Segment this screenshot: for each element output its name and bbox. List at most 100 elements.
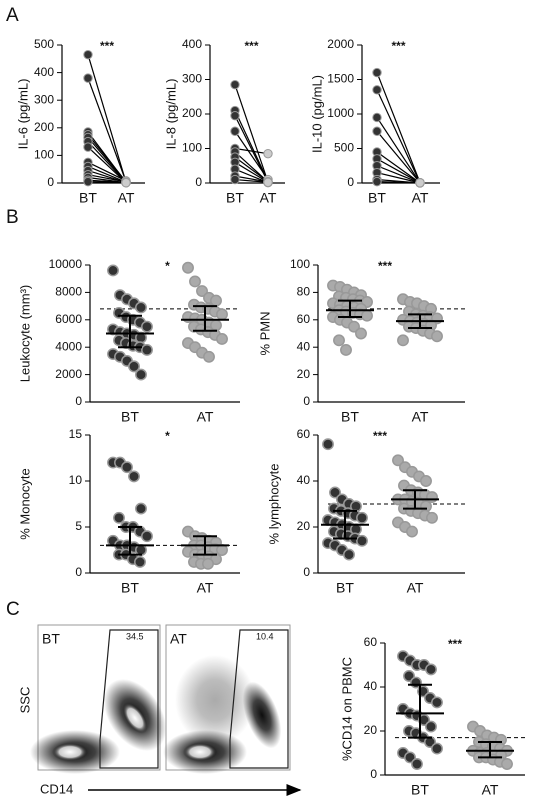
y-axis-label: % lymphocyte (266, 464, 281, 545)
y-tick-label: 0 (370, 767, 377, 781)
dot (141, 343, 153, 356)
y-tick-label: 400 (34, 65, 54, 79)
dot (196, 285, 208, 297)
x-tick-label: BT (368, 190, 386, 206)
x-tick-label: BT (121, 409, 139, 425)
pair-line (234, 175, 269, 183)
y-tick-label: 1500 (327, 72, 354, 86)
x-tick-label: BT (411, 782, 429, 798)
x-tick-label: AT (260, 190, 277, 206)
pair-line (234, 130, 269, 180)
pair-line (376, 117, 421, 184)
dot (83, 73, 93, 83)
x-tick-label: AT (197, 409, 214, 425)
dot (230, 174, 240, 185)
dot (431, 696, 443, 709)
pair-line (376, 130, 421, 184)
flow-label: AT (170, 631, 187, 647)
dot (263, 148, 273, 159)
dot (348, 320, 360, 333)
dot (361, 309, 373, 322)
y-tick-label: 20 (297, 519, 311, 533)
dot (372, 176, 382, 187)
dot (501, 758, 513, 770)
flow-density (183, 743, 217, 761)
y-axis-label: IL-10 (pg/mL) (309, 75, 324, 153)
y-tick-label: 40 (364, 679, 378, 693)
flow-density (52, 743, 88, 761)
flow-y-label: SSC (17, 687, 32, 714)
dot (203, 350, 215, 363)
y-tick-label: 2000 (55, 367, 82, 381)
dot (329, 486, 341, 499)
pair-line (234, 110, 269, 182)
significance: *** (100, 39, 114, 53)
dot (128, 360, 140, 373)
panel-label: B (6, 207, 19, 228)
y-tick-label: 1000 (327, 106, 354, 120)
y-tick-label: 0 (195, 175, 202, 189)
pair-line (376, 151, 421, 184)
dot (230, 111, 240, 121)
y-axis-label: % Monocyte (17, 468, 32, 540)
x-tick-label: AT (412, 409, 429, 425)
dot (372, 112, 382, 123)
y-axis-label: Leukocyte (mm³) (17, 285, 32, 383)
y-axis-label: IL-6 (pg/mL) (15, 79, 30, 150)
chart: 0 5 10 15 BT AT % Monocyte * (17, 427, 240, 596)
dot (356, 534, 368, 547)
significance: *** (391, 39, 405, 53)
y-tick-label: 15 (69, 427, 83, 441)
dot (372, 126, 382, 136)
y-tick-label: 0 (47, 175, 54, 189)
y-tick-label: 5 (75, 519, 82, 533)
pair-line (234, 161, 269, 183)
y-tick-label: 100 (290, 257, 310, 271)
pair-line (87, 77, 127, 182)
y-tick-label: 400 (182, 37, 202, 51)
x-tick-label: BT (79, 190, 97, 206)
x-tick-label: BT (226, 190, 244, 206)
pair-line (376, 72, 421, 183)
pair-line (234, 84, 269, 183)
y-tick-label: 60 (297, 312, 311, 326)
y-tick-label: 100 (34, 148, 54, 162)
dot (216, 333, 228, 345)
dot (406, 525, 418, 538)
dot (83, 49, 93, 60)
dot (135, 368, 147, 381)
dot (216, 308, 228, 321)
y-tick-label: 200 (34, 120, 54, 134)
pair-line (234, 156, 269, 183)
significance: *** (373, 429, 387, 443)
chart: 0 100 200 300 400 500 BT AT IL-6 (pg/mL) *** (15, 37, 145, 206)
dot (392, 454, 404, 467)
chart: 0 100 200 300 400 BT AT IL-8 (pg/mL) *** (163, 37, 285, 206)
y-tick-label: 20 (364, 723, 378, 737)
flow-x-label: CD14 (40, 781, 73, 796)
dot (356, 511, 368, 524)
x-tick-label: AT (482, 782, 499, 798)
dot (372, 85, 382, 95)
flow-gate (229, 629, 289, 769)
y-tick-label: 0 (347, 175, 354, 189)
significance: *** (244, 39, 258, 53)
chart: 0 2000 4000 6000 8000 10000 BT AT Leukocyte (mm³… (17, 257, 240, 425)
x-tick-label: AT (412, 190, 429, 206)
y-tick-label: 60 (297, 427, 311, 441)
dot (397, 334, 409, 347)
pair-line (234, 178, 269, 183)
dot (343, 548, 355, 561)
x-tick-label: BT (341, 409, 359, 425)
y-tick-label: 10000 (49, 257, 83, 271)
dot (189, 275, 201, 288)
dot (425, 720, 437, 733)
dot (333, 334, 345, 347)
x-tick-label: AT (197, 580, 214, 596)
pair-line (376, 165, 421, 184)
dot (426, 511, 438, 524)
gate-value: 10.4 (256, 631, 274, 641)
dot (134, 556, 146, 568)
flow-plot: BT 34.5 (30, 624, 167, 774)
x-tick-label: BT (121, 580, 139, 596)
